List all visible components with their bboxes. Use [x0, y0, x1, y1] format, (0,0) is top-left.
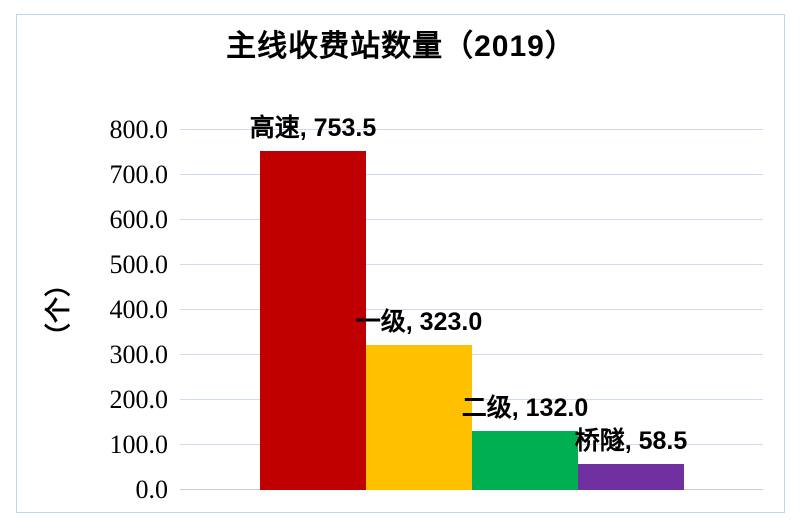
y-tick-label: 800.0	[109, 115, 169, 144]
data-label-一级: 一级, 323.0	[355, 307, 483, 336]
y-gridline	[180, 309, 763, 310]
chart-title: 主线收费站数量（2019）	[226, 30, 576, 63]
y-gridline	[180, 174, 763, 175]
data-label-二级: 二级, 132.0	[461, 393, 589, 422]
y-tick-label: 200.0	[109, 385, 169, 414]
data-label-高速: 高速, 753.5	[249, 113, 377, 142]
data-label-桥隧: 桥隧, 58.5	[574, 426, 688, 455]
bar-一级	[366, 344, 472, 490]
y-gridline	[180, 129, 763, 130]
y-tick-label: 400.0	[109, 295, 169, 324]
bar-高速	[260, 150, 366, 490]
y-tick-label: 100.0	[109, 430, 169, 459]
y-tick-label: 0.0	[135, 475, 169, 504]
y-tick-label: 500.0	[109, 250, 169, 279]
y-gridline	[180, 219, 763, 220]
y-gridline	[180, 264, 763, 265]
bar-二级	[472, 430, 578, 490]
y-tick-label: 300.0	[109, 340, 169, 369]
y-tick-label: 700.0	[109, 160, 169, 189]
bar-桥隧	[578, 463, 684, 490]
y-tick-label: 600.0	[109, 205, 169, 234]
